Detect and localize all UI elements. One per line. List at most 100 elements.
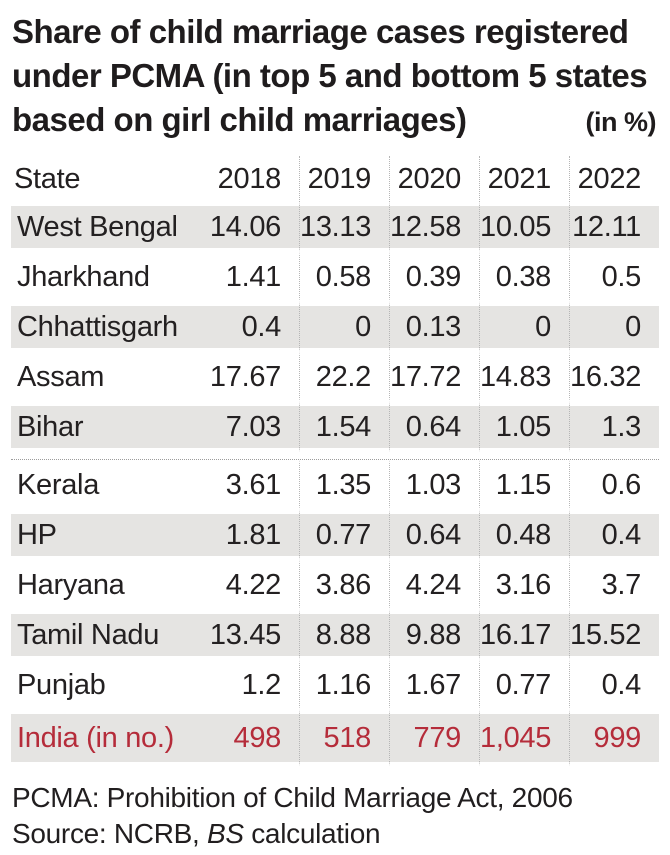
table-row: Punjab 1.2 1.16 1.67 0.77 0.4	[11, 660, 659, 710]
value-cell: 0.58	[299, 252, 389, 302]
value-cell: 0.39	[389, 252, 479, 302]
table-row: HP 1.81 0.77 0.64 0.48 0.4	[11, 510, 659, 560]
value-cell: 9.88	[389, 610, 479, 660]
value-cell: 1.2	[209, 660, 299, 710]
value-cell: 1.15	[479, 460, 569, 510]
value-cell: 0.4	[569, 510, 659, 560]
value-cell: 14.06	[209, 202, 299, 252]
state-cell: West Bengal	[11, 202, 209, 252]
page-title: Share of child marriage cases registered…	[0, 0, 670, 144]
value-cell: 1.67	[389, 660, 479, 710]
value-cell: 0.64	[389, 402, 479, 452]
title-line-2: under PCMA (in top 5 and bottom 5 states	[12, 57, 648, 94]
value-cell: 3.16	[479, 560, 569, 610]
column-header-2020: 2020	[389, 156, 479, 202]
value-cell: 0.13	[389, 302, 479, 352]
footnote-source: Source: NCRB, BS calculation	[12, 816, 670, 852]
state-cell: Tamil Nadu	[11, 610, 209, 660]
value-cell: 779	[389, 710, 479, 766]
value-cell: 12.11	[569, 202, 659, 252]
footnotes: PCMA: Prohibition of Child Marriage Act,…	[12, 780, 670, 852]
table-row: Jharkhand 1.41 0.58 0.39 0.38 0.5	[11, 252, 659, 302]
state-cell: Chhattisgarh	[11, 302, 209, 352]
value-cell: 12.58	[389, 202, 479, 252]
footnote-pcma: PCMA: Prohibition of Child Marriage Act,…	[12, 782, 573, 813]
table-row: Haryana 4.22 3.86 4.24 3.16 3.7	[11, 560, 659, 610]
value-cell: 1.3	[569, 402, 659, 452]
title-line-3: based on girl child marriages) (in %)	[12, 98, 656, 144]
table-row: Tamil Nadu 13.45 8.88 9.88 16.17 15.52	[11, 610, 659, 660]
value-cell: 0.77	[299, 510, 389, 560]
value-cell: 1.16	[299, 660, 389, 710]
value-cell: 0.6	[569, 460, 659, 510]
table-row: Assam 17.67 22.2 17.72 14.83 16.32	[11, 352, 659, 402]
value-cell: 1.35	[299, 460, 389, 510]
state-cell: Assam	[11, 352, 209, 402]
footnote-source-suffix: calculation	[243, 818, 381, 849]
value-cell: 0	[299, 302, 389, 352]
state-cell: Bihar	[11, 402, 209, 452]
value-cell: 13.13	[299, 202, 389, 252]
value-cell: 518	[299, 710, 389, 766]
column-header-2019: 2019	[299, 156, 389, 202]
value-cell: 8.88	[299, 610, 389, 660]
table-row: Kerala 3.61 1.35 1.03 1.15 0.6	[11, 460, 659, 510]
column-header-2022: 2022	[569, 156, 659, 202]
state-cell: India (in no.)	[11, 710, 209, 766]
india-total-row: India (in no.) 498 518 779 1,045 999	[11, 710, 659, 766]
state-cell: HP	[11, 510, 209, 560]
value-cell: 4.22	[209, 560, 299, 610]
value-cell: 10.05	[479, 202, 569, 252]
value-cell: 3.86	[299, 560, 389, 610]
value-cell: 15.52	[569, 610, 659, 660]
value-cell: 0.4	[209, 302, 299, 352]
value-cell: 16.32	[569, 352, 659, 402]
state-cell: Haryana	[11, 560, 209, 610]
column-header-state: State	[14, 162, 81, 195]
value-cell: 0	[479, 302, 569, 352]
footnote-source-prefix: Source: NCRB,	[12, 818, 207, 849]
value-cell: 1,045	[479, 710, 569, 766]
group-divider	[11, 452, 659, 460]
unit-label: (in %)	[585, 107, 657, 137]
value-cell: 3.61	[209, 460, 299, 510]
value-cell: 13.45	[209, 610, 299, 660]
state-cell: Kerala	[11, 460, 209, 510]
value-cell: 0.4	[569, 660, 659, 710]
title-line-3-text: based on girl child marriages)	[12, 101, 467, 138]
value-cell: 0	[569, 302, 659, 352]
value-cell: 1.05	[479, 402, 569, 452]
value-cell: 17.67	[209, 352, 299, 402]
group-divider-line	[11, 452, 659, 460]
footnote-source-publication: BS	[206, 818, 244, 849]
value-cell: 17.72	[389, 352, 479, 402]
table-row: Chhattisgarh 0.4 0 0.13 0 0	[11, 302, 659, 352]
table-row: Bihar 7.03 1.54 0.64 1.05 1.3	[11, 402, 659, 452]
value-cell: 22.2	[299, 352, 389, 402]
value-cell: 1.03	[389, 460, 479, 510]
value-cell: 3.7	[569, 560, 659, 610]
column-header-2021: 2021	[479, 156, 569, 202]
value-cell: 16.17	[479, 610, 569, 660]
value-cell: 0.64	[389, 510, 479, 560]
value-cell: 7.03	[209, 402, 299, 452]
value-cell: 999	[569, 710, 659, 766]
value-cell: 0.38	[479, 252, 569, 302]
value-cell: 14.83	[479, 352, 569, 402]
value-cell: 1.81	[209, 510, 299, 560]
value-cell: 0.48	[479, 510, 569, 560]
value-cell: 1.41	[209, 252, 299, 302]
value-cell: 0.5	[569, 252, 659, 302]
table-row: West Bengal 14.06 13.13 12.58 10.05 12.1…	[11, 202, 659, 252]
state-cell: Punjab	[11, 660, 209, 710]
value-cell: 498	[209, 710, 299, 766]
header-row: State 2018 2019 2020 2021 2022	[11, 156, 659, 202]
title-line-1: Share of child marriage cases registered	[12, 13, 629, 50]
state-cell: Jharkhand	[11, 252, 209, 302]
value-cell: 4.24	[389, 560, 479, 610]
value-cell: 0.77	[479, 660, 569, 710]
data-table: State 2018 2019 2020 2021 2022 West Beng…	[11, 156, 659, 766]
value-cell: 1.54	[299, 402, 389, 452]
column-header-2018: 2018	[217, 162, 282, 195]
